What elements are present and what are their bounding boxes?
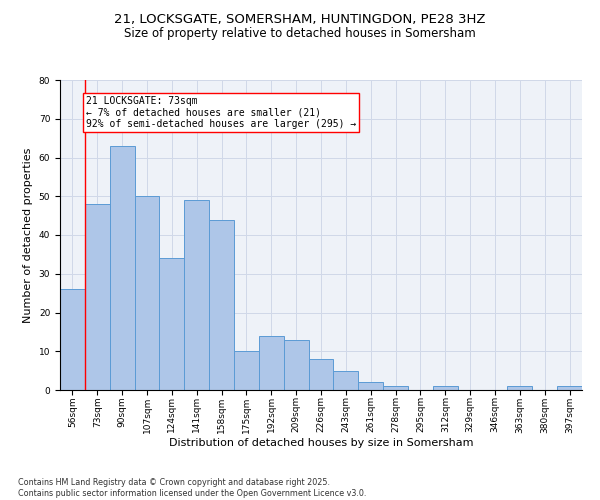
Bar	[110, 146, 134, 390]
Bar	[134, 196, 160, 390]
Bar	[334, 370, 358, 390]
Bar	[259, 336, 284, 390]
Bar	[184, 200, 209, 390]
Bar	[209, 220, 234, 390]
Bar	[358, 382, 383, 390]
Bar	[160, 258, 184, 390]
Bar	[284, 340, 308, 390]
Bar	[383, 386, 408, 390]
Bar	[85, 204, 110, 390]
Bar	[557, 386, 582, 390]
Text: Contains HM Land Registry data © Crown copyright and database right 2025.
Contai: Contains HM Land Registry data © Crown c…	[18, 478, 367, 498]
Bar	[433, 386, 458, 390]
Bar	[60, 289, 85, 390]
Text: Size of property relative to detached houses in Somersham: Size of property relative to detached ho…	[124, 28, 476, 40]
Text: 21, LOCKSGATE, SOMERSHAM, HUNTINGDON, PE28 3HZ: 21, LOCKSGATE, SOMERSHAM, HUNTINGDON, PE…	[114, 12, 486, 26]
Bar	[234, 351, 259, 390]
Bar	[308, 359, 334, 390]
Bar	[508, 386, 532, 390]
Y-axis label: Number of detached properties: Number of detached properties	[23, 148, 33, 322]
X-axis label: Distribution of detached houses by size in Somersham: Distribution of detached houses by size …	[169, 438, 473, 448]
Text: 21 LOCKSGATE: 73sqm
← 7% of detached houses are smaller (21)
92% of semi-detache: 21 LOCKSGATE: 73sqm ← 7% of detached hou…	[86, 96, 356, 128]
